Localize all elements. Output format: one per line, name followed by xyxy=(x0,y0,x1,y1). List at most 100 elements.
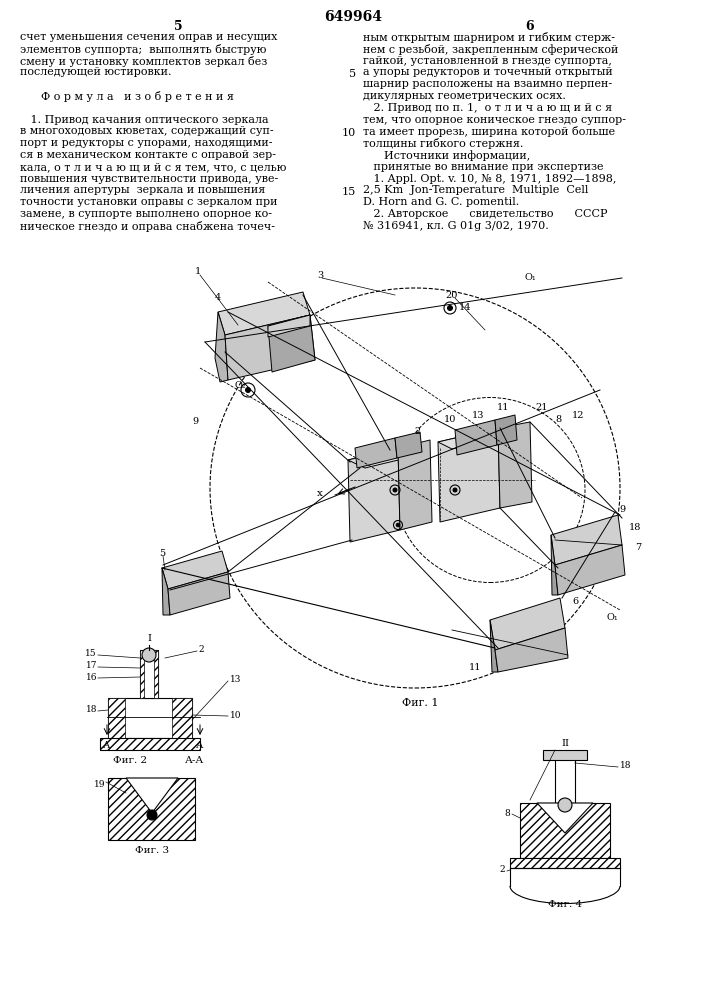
Text: Источники информации,: Источники информации, xyxy=(363,150,530,161)
Polygon shape xyxy=(551,535,558,595)
Text: 1: 1 xyxy=(195,267,201,276)
Circle shape xyxy=(142,648,156,662)
Text: личения апертуры  зеркала и повышения: личения апертуры зеркала и повышения xyxy=(20,185,265,195)
Text: 9: 9 xyxy=(192,418,198,426)
Polygon shape xyxy=(172,698,192,738)
Text: Ф о р м у л а   и з о б р е т е н и я: Ф о р м у л а и з о б р е т е н и я xyxy=(20,91,234,102)
Text: O₁: O₁ xyxy=(524,273,536,282)
Text: 1. Appl. Opt. v. 10, № 8, 1971, 1892—1898,: 1. Appl. Opt. v. 10, № 8, 1971, 1892—189… xyxy=(363,174,617,184)
Text: та имеет прорезь, ширина которой больше: та имеет прорезь, ширина которой больше xyxy=(363,126,615,137)
Text: 6: 6 xyxy=(572,597,578,606)
Text: замене, в суппорте выполнено опорное ко-: замене, в суппорте выполнено опорное ко- xyxy=(20,209,272,219)
Text: кала, о т л и ч а ю щ и й с я тем, что, с целью: кала, о т л и ч а ю щ и й с я тем, что, … xyxy=(20,162,286,172)
Polygon shape xyxy=(168,572,230,615)
Polygon shape xyxy=(498,422,532,508)
Text: 4: 4 xyxy=(215,294,221,302)
Text: а упоры редукторов и точечный открытый: а упоры редукторов и точечный открытый xyxy=(363,67,613,77)
Text: нем с резьбой, закрепленным сферической: нем с резьбой, закрепленным сферической xyxy=(363,44,619,55)
Text: 18: 18 xyxy=(620,762,631,770)
Polygon shape xyxy=(108,778,195,840)
Text: тем, что опорное коническое гнездо суппор-: тем, что опорное коническое гнездо суппо… xyxy=(363,115,626,125)
Text: 5: 5 xyxy=(174,20,182,33)
Text: Фиг. 4: Фиг. 4 xyxy=(548,900,582,909)
Polygon shape xyxy=(520,803,610,858)
Polygon shape xyxy=(555,545,625,595)
Bar xyxy=(140,650,158,698)
Text: элементов суппорта;  выполнять быструю: элементов суппорта; выполнять быструю xyxy=(20,44,267,55)
Circle shape xyxy=(448,306,452,310)
Text: 6: 6 xyxy=(526,20,534,33)
Bar xyxy=(555,758,575,803)
Text: 19: 19 xyxy=(93,780,105,789)
Text: 10: 10 xyxy=(341,128,356,138)
Polygon shape xyxy=(268,315,310,337)
Circle shape xyxy=(453,488,457,492)
Polygon shape xyxy=(455,420,497,455)
Polygon shape xyxy=(537,803,593,833)
Polygon shape xyxy=(100,738,200,750)
Polygon shape xyxy=(108,698,125,738)
Polygon shape xyxy=(551,515,622,565)
Polygon shape xyxy=(495,415,517,445)
Polygon shape xyxy=(348,448,415,468)
Polygon shape xyxy=(438,428,500,522)
Text: 13: 13 xyxy=(472,410,484,420)
Text: x: x xyxy=(317,489,323,498)
Text: 11: 11 xyxy=(469,664,481,672)
Circle shape xyxy=(147,810,157,820)
Text: 5: 5 xyxy=(349,69,356,79)
Text: 1. Привод качания оптического зеркала: 1. Привод качания оптического зеркала xyxy=(20,115,269,125)
Text: Фиг. 3: Фиг. 3 xyxy=(135,846,169,855)
Text: 18: 18 xyxy=(629,524,641,532)
Text: 10: 10 xyxy=(444,416,456,424)
Polygon shape xyxy=(162,551,228,589)
Text: 2. Привод по п. 1,  о т л и ч а ю щ и й с я: 2. Привод по п. 1, о т л и ч а ю щ и й с… xyxy=(363,103,612,113)
Text: ся в механическом контакте с оправой зер-: ся в механическом контакте с оправой зер… xyxy=(20,150,276,160)
Polygon shape xyxy=(355,438,397,468)
Bar xyxy=(543,750,587,760)
Polygon shape xyxy=(490,598,565,650)
Polygon shape xyxy=(490,620,498,672)
Text: 8: 8 xyxy=(555,416,561,424)
Text: 18: 18 xyxy=(86,706,97,714)
Text: смену и установку комплектов зеркал без: смену и установку комплектов зеркал без xyxy=(20,56,267,67)
Text: ническое гнездо и оправа снабжена точеч-: ническое гнездо и оправа снабжена точеч- xyxy=(20,221,275,232)
Text: O₁: O₁ xyxy=(606,613,618,622)
Text: 3: 3 xyxy=(317,270,323,279)
Text: 8: 8 xyxy=(504,808,510,818)
Text: порт и редукторы с упорами, находящими-: порт и редукторы с упорами, находящими- xyxy=(20,138,272,148)
Polygon shape xyxy=(126,778,178,813)
Text: дикулярных геометрических осях.: дикулярных геометрических осях. xyxy=(363,91,566,101)
Polygon shape xyxy=(218,292,310,335)
Polygon shape xyxy=(438,428,512,449)
Text: гайкой, установленной в гнезде суппорта,: гайкой, установленной в гнезде суппорта, xyxy=(363,56,612,66)
Text: 16: 16 xyxy=(86,672,97,682)
Text: № 316941, кл. G 01g 3/02, 1970.: № 316941, кл. G 01g 3/02, 1970. xyxy=(363,221,549,231)
Polygon shape xyxy=(154,650,158,698)
Polygon shape xyxy=(268,315,315,372)
Text: I: I xyxy=(147,634,151,643)
Polygon shape xyxy=(108,698,192,738)
Text: Фиг. 2: Фиг. 2 xyxy=(113,756,147,765)
Text: 7: 7 xyxy=(635,544,641,552)
Text: шарнир расположены на взаимно перпен-: шарнир расположены на взаимно перпен- xyxy=(363,79,612,89)
Text: 17: 17 xyxy=(86,662,97,670)
Text: 10: 10 xyxy=(230,710,242,720)
Polygon shape xyxy=(225,315,315,380)
Circle shape xyxy=(245,387,250,392)
Text: 21: 21 xyxy=(536,403,548,412)
Text: 649964: 649964 xyxy=(324,10,382,24)
Text: D. Horn and G. C. pomentil.: D. Horn and G. C. pomentil. xyxy=(363,197,519,207)
Text: 11: 11 xyxy=(497,403,509,412)
Text: А: А xyxy=(103,741,111,750)
Text: А-А: А-А xyxy=(185,756,204,765)
Text: 12: 12 xyxy=(572,410,584,420)
Text: 2: 2 xyxy=(415,428,421,436)
Text: 2: 2 xyxy=(499,865,505,874)
Text: точности установки оправы с зеркалом при: точности установки оправы с зеркалом при xyxy=(20,197,278,207)
Text: 9: 9 xyxy=(619,506,625,514)
Text: ным открытым шарниром и гибким стерж-: ным открытым шарниром и гибким стерж- xyxy=(363,32,615,43)
Polygon shape xyxy=(395,432,422,458)
Text: 2: 2 xyxy=(198,646,204,654)
Text: счет уменьшения сечения оправ и несущих: счет уменьшения сечения оправ и несущих xyxy=(20,32,277,42)
